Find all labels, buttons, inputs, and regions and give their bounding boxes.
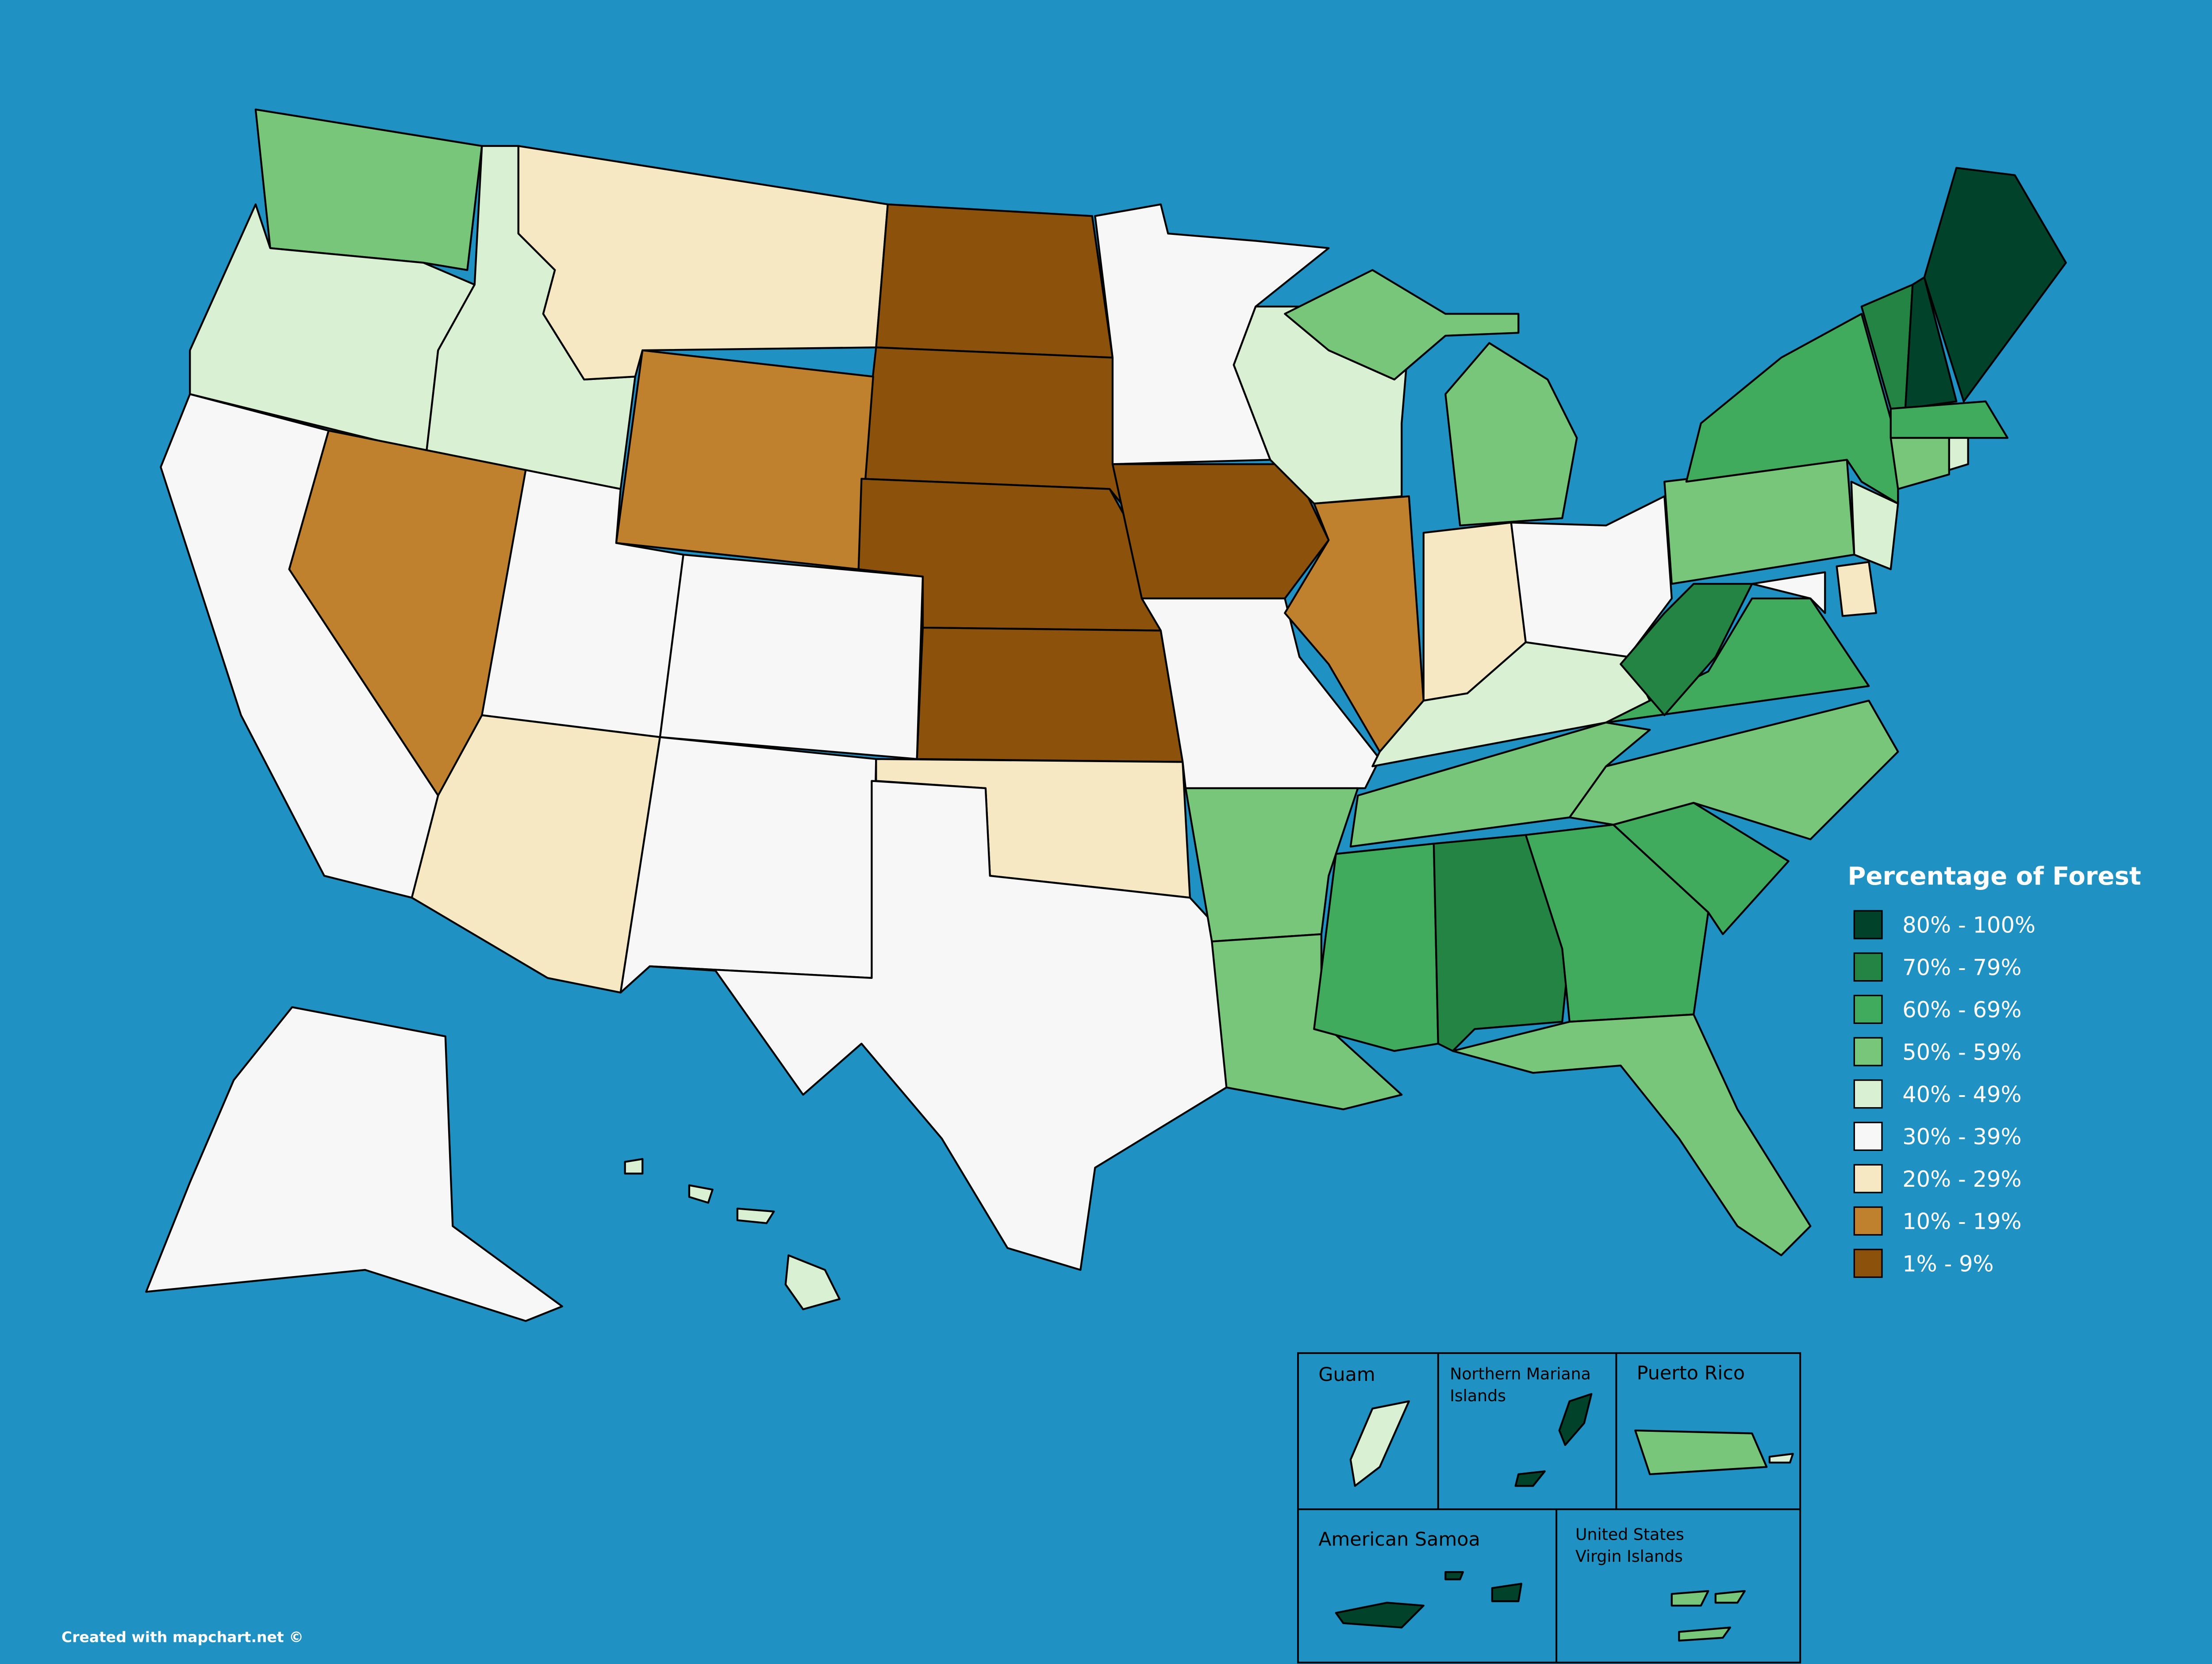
region bbox=[1349, 1400, 1410, 1487]
region bbox=[916, 626, 1184, 763]
region bbox=[1850, 480, 1899, 571]
region bbox=[1491, 1583, 1523, 1603]
region bbox=[1671, 1590, 1709, 1607]
legend-swatch bbox=[1853, 1122, 1883, 1151]
legend-swatch bbox=[1853, 1079, 1883, 1109]
region bbox=[1111, 463, 1330, 600]
region bbox=[736, 1208, 775, 1224]
inset-label: Virgin Islands bbox=[1575, 1547, 1683, 1566]
legend-label: 60% - 69% bbox=[1902, 997, 2021, 1023]
legend-label: 10% - 19% bbox=[1902, 1209, 2021, 1235]
region bbox=[1678, 1626, 1731, 1642]
legend-label: 30% - 39% bbox=[1902, 1124, 2021, 1150]
legend-swatch bbox=[1853, 1249, 1883, 1278]
legend-label: 80% - 100% bbox=[1902, 913, 2035, 938]
inset-labels: Guam Northern Mariana Islands Puerto Rico Am… bbox=[1318, 1362, 1745, 1566]
legend-label: 20% - 29% bbox=[1902, 1166, 2021, 1192]
inset-frames bbox=[1297, 1352, 1801, 1664]
region bbox=[619, 736, 877, 994]
region bbox=[1211, 933, 1403, 1111]
region bbox=[1923, 167, 2067, 403]
region bbox=[1751, 571, 1826, 614]
legend-swatch bbox=[1853, 952, 1883, 982]
region bbox=[875, 203, 1114, 359]
credit: Created with mapchart.net © bbox=[61, 1629, 303, 1646]
states bbox=[145, 108, 2067, 1642]
region bbox=[1284, 495, 1425, 753]
region bbox=[659, 553, 924, 760]
region bbox=[1452, 1013, 1812, 1257]
legend-label: 40% - 49% bbox=[1902, 1082, 2021, 1108]
region bbox=[1514, 1470, 1546, 1487]
legend-label: 1% - 9% bbox=[1902, 1251, 1993, 1277]
region bbox=[1444, 342, 1578, 527]
region bbox=[1284, 269, 1520, 381]
region bbox=[649, 780, 1228, 1271]
legend-swatch bbox=[1853, 1206, 1883, 1236]
region bbox=[615, 349, 874, 571]
region bbox=[784, 1254, 841, 1311]
inset-label: Puerto Rico bbox=[1637, 1362, 1745, 1384]
legend-swatch bbox=[1853, 994, 1883, 1024]
region bbox=[1836, 561, 1877, 617]
region bbox=[254, 108, 483, 271]
inset-label: Northern Mariana bbox=[1450, 1365, 1591, 1384]
legend-label: 50% - 59% bbox=[1902, 1039, 2021, 1065]
inset-label: United States bbox=[1575, 1525, 1684, 1544]
region bbox=[1714, 1590, 1746, 1604]
region bbox=[1313, 843, 1439, 1052]
region bbox=[1634, 1429, 1768, 1476]
legend: 80% - 100% 70% - 79% 60% - 69% 50% - 59% 40%… bbox=[1853, 910, 2035, 1278]
legend-title: Percentage of Forest bbox=[1847, 862, 2141, 891]
legend-label: 70% - 79% bbox=[1902, 955, 2021, 980]
region bbox=[1904, 276, 1958, 410]
region bbox=[624, 1158, 644, 1175]
inset-label: American Samoa bbox=[1318, 1529, 1480, 1551]
inset-label: Islands bbox=[1450, 1386, 1506, 1405]
legend-swatch bbox=[1853, 1164, 1883, 1193]
region bbox=[1768, 1453, 1794, 1464]
region bbox=[1558, 1393, 1593, 1446]
region bbox=[1889, 437, 1950, 490]
region bbox=[1184, 787, 1359, 943]
region bbox=[688, 1184, 714, 1204]
region bbox=[145, 1006, 563, 1322]
legend-swatch bbox=[1853, 910, 1883, 939]
region bbox=[1948, 437, 1969, 471]
legend-swatch bbox=[1853, 1037, 1883, 1066]
region bbox=[1568, 699, 1899, 840]
region bbox=[1335, 1602, 1425, 1629]
region bbox=[1889, 400, 2008, 439]
region bbox=[1444, 1571, 1464, 1580]
inset-label: Guam bbox=[1318, 1364, 1375, 1386]
